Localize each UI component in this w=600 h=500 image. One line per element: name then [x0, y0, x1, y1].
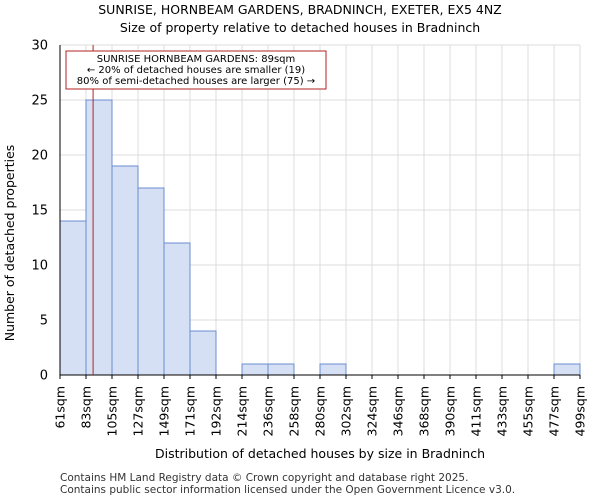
- x-tick-label: 171sqm: [183, 386, 198, 436]
- y-tick-label: 10: [31, 259, 48, 274]
- annotation-box: [65, 50, 327, 90]
- x-tick-label: 83sqm: [79, 386, 94, 429]
- histogram-bar: [137, 187, 165, 376]
- histogram-bar: [241, 363, 269, 376]
- y-tick-label: 25: [31, 94, 48, 109]
- annotation: SUNRISE HORNBEAM GARDENS: 89sqm ← 20% of…: [65, 45, 327, 375]
- y-axis-label: Number of detached properties: [2, 145, 17, 342]
- x-tick-label: 192sqm: [209, 386, 224, 436]
- x-tick-label: 214sqm: [235, 386, 250, 436]
- annotation-line2: ← 20% of detached houses are smaller (19…: [87, 65, 305, 76]
- histogram-bar: [189, 330, 217, 376]
- x-tick-label: 346sqm: [391, 386, 406, 436]
- chart-title-line2: Size of property relative to detached ho…: [119, 20, 481, 35]
- histogram-bar: [85, 99, 113, 376]
- tick-labels: 0 5 10 15 20 25 30 61sqm 83sqm 105sqm 127sqm 149sqm…: [31, 39, 587, 437]
- chart-title-line1: SUNRISE, HORNBEAM GARDENS, BRADNINCH, EX…: [98, 2, 502, 17]
- footer-copyright: Contains HM Land Registry data © Crown c…: [60, 472, 469, 484]
- x-tick-label: 324sqm: [365, 386, 380, 436]
- x-tick-label: 105sqm: [105, 386, 120, 436]
- x-tick-label: 258sqm: [287, 386, 302, 436]
- x-tick-label: 368sqm: [417, 386, 432, 436]
- bars: [59, 99, 581, 376]
- x-tick-label: 499sqm: [573, 386, 588, 436]
- y-tick-label: 15: [31, 204, 48, 219]
- histogram-bar: [319, 363, 347, 376]
- y-tick-label: 30: [31, 39, 48, 54]
- axes: [59, 45, 581, 379]
- x-tick-label: 433sqm: [495, 386, 510, 436]
- x-tick-label: 390sqm: [443, 386, 458, 436]
- x-tick-label: 280sqm: [313, 386, 328, 436]
- x-tick-label: 236sqm: [261, 386, 276, 436]
- x-tick-label: 411sqm: [469, 386, 484, 436]
- x-tick-label: 302sqm: [339, 386, 354, 436]
- footer-licence: Contains public sector information licen…: [60, 484, 516, 496]
- x-tick-label: 127sqm: [131, 386, 146, 436]
- y-tick-label: 20: [31, 149, 48, 164]
- x-axis-label: Distribution of detached houses by size …: [155, 446, 485, 461]
- histogram-chart: 0 5 10 15 20 25 30 61sqm 83sqm 105sqm 127sqm 149sqm…: [2, 39, 588, 462]
- x-tick-label: 61sqm: [53, 386, 68, 429]
- histogram-bar: [111, 165, 139, 376]
- x-tick-label: 149sqm: [157, 386, 172, 436]
- y-tick-label: 5: [40, 314, 48, 329]
- histogram-bar: [163, 242, 191, 376]
- annotation-line3: 80% of semi-detached houses are larger (…: [77, 76, 315, 87]
- x-tick-label: 477sqm: [547, 386, 562, 436]
- y-tick-label: 0: [40, 369, 48, 384]
- x-tick-label: 455sqm: [521, 386, 536, 436]
- histogram-bar: [553, 363, 581, 376]
- histogram-bar: [59, 220, 87, 376]
- histogram-bar: [267, 363, 295, 376]
- annotation-line1: SUNRISE HORNBEAM GARDENS: 89sqm: [97, 54, 296, 65]
